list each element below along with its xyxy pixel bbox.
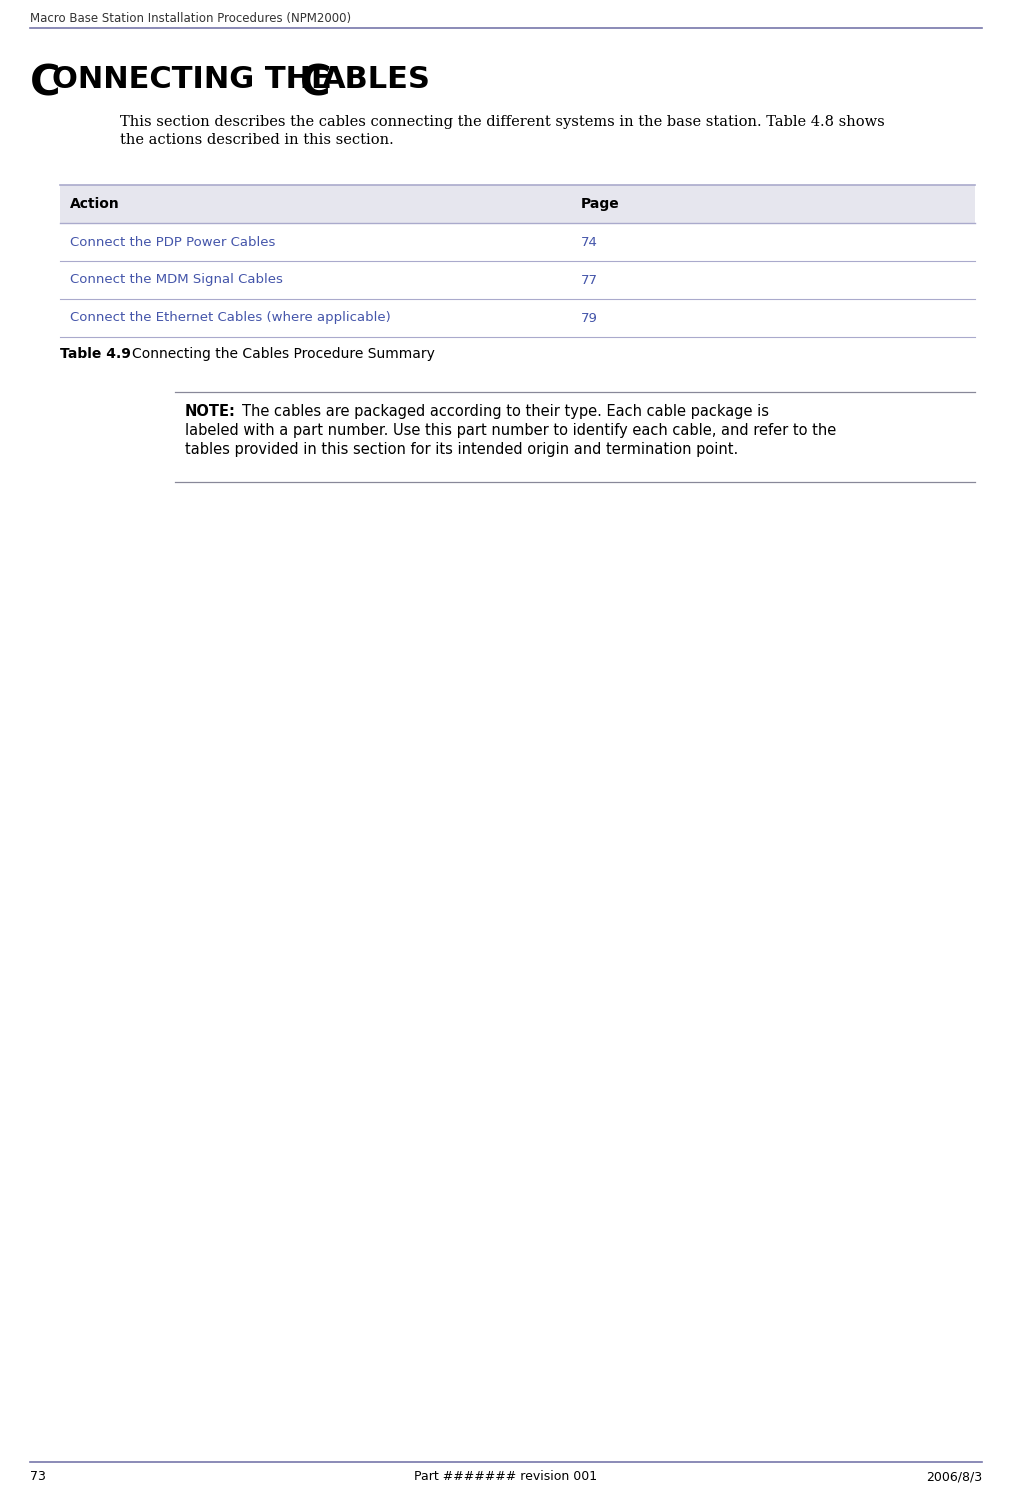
- Text: Page: Page: [580, 197, 619, 211]
- Text: C: C: [299, 61, 331, 105]
- Text: C: C: [30, 61, 61, 105]
- Text: ONNECTING THE: ONNECTING THE: [52, 64, 342, 94]
- Text: Connect the MDM Signal Cables: Connect the MDM Signal Cables: [70, 274, 283, 287]
- Text: 74: 74: [580, 236, 598, 248]
- Text: 73: 73: [30, 1470, 45, 1483]
- Text: Table 4.9: Table 4.9: [60, 347, 130, 360]
- Text: tables provided in this section for its intended origin and termination point.: tables provided in this section for its …: [185, 443, 737, 457]
- Text: Action: Action: [70, 197, 119, 211]
- Text: The cables are packaged according to their type. Each cable package is: The cables are packaged according to the…: [242, 404, 768, 419]
- Bar: [60, 185, 974, 223]
- Text: Connect the PDP Power Cables: Connect the PDP Power Cables: [70, 236, 275, 248]
- Text: Connect the Ethernet Cables (where applicable): Connect the Ethernet Cables (where appli…: [70, 311, 390, 324]
- Text: Macro Base Station Installation Procedures (NPM2000): Macro Base Station Installation Procedur…: [30, 12, 351, 25]
- Text: 77: 77: [580, 274, 598, 287]
- Text: Part ####### revision 001: Part ####### revision 001: [415, 1470, 596, 1483]
- Text: This section describes the cables connecting the different systems in the base s: This section describes the cables connec…: [120, 115, 884, 129]
- Text: ABLES: ABLES: [321, 64, 431, 94]
- Text: 2006/8/3: 2006/8/3: [925, 1470, 981, 1483]
- Text: labeled with a part number. Use this part number to identify each cable, and ref: labeled with a part number. Use this par…: [185, 423, 835, 438]
- Text: NOTE:: NOTE:: [185, 404, 236, 419]
- Text: the actions described in this section.: the actions described in this section.: [120, 133, 393, 147]
- Text: Connecting the Cables Procedure Summary: Connecting the Cables Procedure Summary: [131, 347, 435, 360]
- Text: 79: 79: [580, 311, 598, 324]
